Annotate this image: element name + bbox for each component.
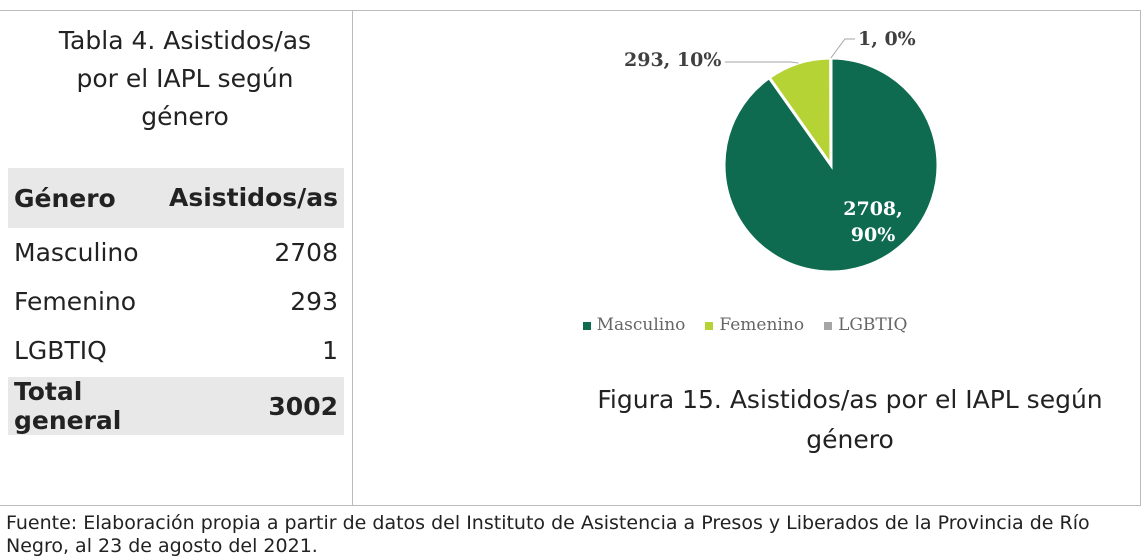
legend-label: Femenino	[719, 315, 805, 335]
cell: Total general	[8, 375, 163, 435]
header-row: Género Asistidos/as	[8, 168, 344, 228]
legend: Masculino Femenino LGBTIQ	[455, 315, 1035, 335]
row: LGBTIQ 1	[8, 326, 344, 376]
cell: 3002	[162, 375, 344, 435]
cell: LGBTIQ	[14, 336, 107, 365]
header-cell: Género	[8, 168, 163, 228]
cell: 293	[290, 287, 338, 316]
header-cell: Asistidos/as	[162, 168, 344, 228]
border	[352, 10, 353, 505]
row: Masculino 2708	[8, 228, 344, 277]
data-label: 2708, 90%	[843, 198, 903, 246]
cell: 2708	[274, 238, 338, 267]
cell: Femenino	[14, 287, 137, 316]
figure-caption: Figura 15. Asistidos/as por el IAPL segú…	[597, 385, 1103, 454]
leader-line	[830, 38, 855, 59]
data-table: Género Asistidos/as Masculino 2708 Femeni…	[8, 168, 344, 435]
source-note: Fuente: Elaboración propia a partir de d…	[6, 512, 1090, 557]
legend-item: Femenino	[705, 315, 804, 335]
table-title: Tabla 4. Asistidos/as por el IAPL según …	[58, 26, 312, 131]
row: Femenino 293	[8, 277, 344, 326]
cell: Masculino	[14, 238, 139, 267]
legend-item: LGBTIQ	[824, 315, 907, 335]
data-label: 1, 0%	[858, 28, 916, 50]
total-row: Total general 3002	[8, 375, 344, 435]
cell: 1	[322, 336, 338, 365]
border	[0, 10, 1141, 11]
legend-label: Masculino	[596, 315, 686, 335]
leader-line	[725, 61, 799, 64]
legend-item: Masculino	[582, 315, 686, 335]
legend-label: LGBTIQ	[838, 315, 908, 335]
legend-swatch	[582, 321, 591, 330]
pie-chart	[722, 38, 940, 274]
border	[0, 505, 1141, 506]
legend-swatch	[824, 321, 833, 330]
data-label: 293, 10%	[624, 49, 722, 71]
legend-swatch	[705, 321, 714, 330]
